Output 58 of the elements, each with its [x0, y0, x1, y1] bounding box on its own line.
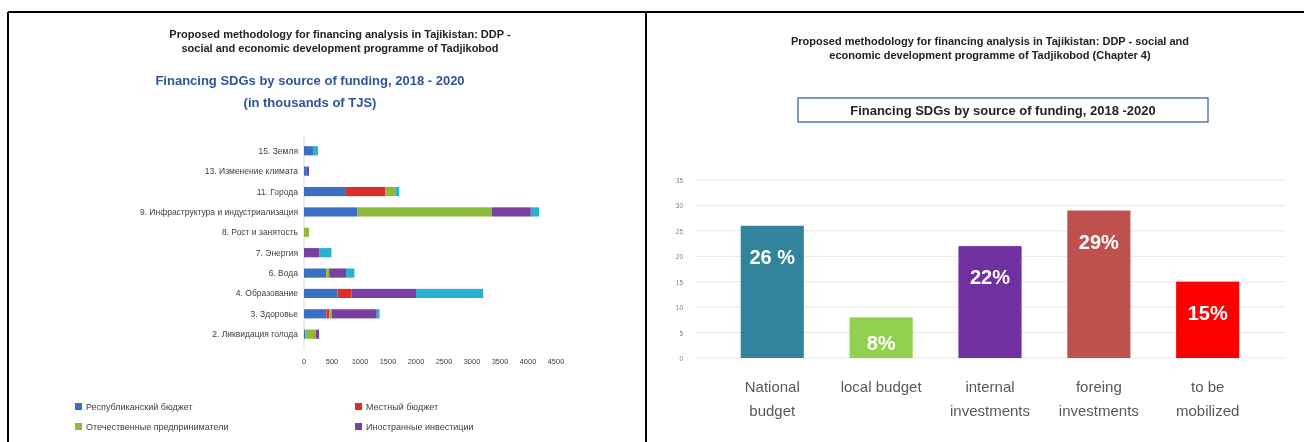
- y-tick-label: 2. Ликвидация голода: [212, 329, 299, 340]
- bar: [357, 207, 492, 217]
- bar: [416, 288, 484, 299]
- data-label: 8%: [866, 332, 896, 354]
- chart-title: Proposed methodology for financing analysis in Tajikistan: DDP - social and economic development programme of Tadjikobod: [169, 28, 511, 54]
- bar: [491, 207, 531, 217]
- chart-title: Proposed methodology for financing analysis in Tajikistan: DDP - social and economic development programme of Tadjikobod (Chapter 4): [790, 35, 1190, 61]
- legend-label: Иностранные инвестиции: [366, 422, 474, 432]
- bar: [304, 309, 327, 319]
- x-tick-label: internal investments: [949, 378, 1031, 419]
- data-label: 22%: [969, 266, 1011, 289]
- y-tick-label: 11. Города: [256, 186, 299, 197]
- bar: [530, 207, 540, 217]
- bar: [304, 186, 346, 197]
- bar: [351, 288, 416, 299]
- bar: [958, 246, 1022, 358]
- legend-label: Местный бюджет: [366, 402, 438, 412]
- x-tick-label: National budget: [744, 378, 800, 419]
- bar: [304, 146, 313, 156]
- bar: [1067, 210, 1131, 358]
- y-tick-label: 3. Здоровье: [250, 308, 299, 319]
- data-label: 29%: [1078, 230, 1120, 253]
- bar: [329, 268, 346, 278]
- legend-label: Республиканский бюджет: [86, 402, 193, 412]
- bar: [319, 248, 332, 258]
- bar: [305, 329, 316, 339]
- bar: [346, 268, 355, 278]
- x-tick-label: local budget: [840, 378, 923, 395]
- y-tick-label: 9. Инфраструктура и индустриализация: [139, 206, 299, 217]
- legend-label: Отечественные предприниматели: [86, 422, 229, 432]
- chart-subtitle: Financing SDGs by source of funding, 2018 -2020: [850, 103, 1156, 118]
- y-tick-label: 4. Образование: [235, 288, 299, 299]
- y-tick-label: 13. Изменение климата: [204, 166, 299, 177]
- bar: [740, 225, 804, 358]
- data-label: 26 %: [749, 245, 796, 268]
- bar: [346, 186, 386, 197]
- y-tick-label: 7. Энергия: [255, 247, 299, 258]
- chart-subtitle: Financing SDGs by source of funding, 2018 - 2020 (in thousands of TJS): [155, 73, 465, 110]
- bar: [304, 288, 338, 299]
- bar: [849, 317, 913, 358]
- bar: [312, 146, 318, 156]
- bar: [395, 186, 400, 197]
- y-tick-label: 15. Земля: [258, 145, 299, 156]
- y-tick-label: 8. Рост и занятость: [221, 227, 299, 238]
- bar: [304, 227, 310, 237]
- y-tick-label: 6. Вода: [268, 268, 299, 279]
- x-tick-label: to be mobilized: [1176, 378, 1240, 419]
- x-tick-label: foreing investments: [1058, 378, 1139, 419]
- bar: [376, 309, 380, 319]
- bar: [385, 186, 396, 197]
- bar: [304, 207, 358, 217]
- bar: [304, 248, 320, 258]
- data-label: 15%: [1187, 301, 1228, 324]
- bar: [304, 268, 327, 278]
- bar: [332, 309, 377, 319]
- bar: [1176, 281, 1240, 358]
- bar: [337, 288, 352, 299]
- bar: [326, 268, 330, 278]
